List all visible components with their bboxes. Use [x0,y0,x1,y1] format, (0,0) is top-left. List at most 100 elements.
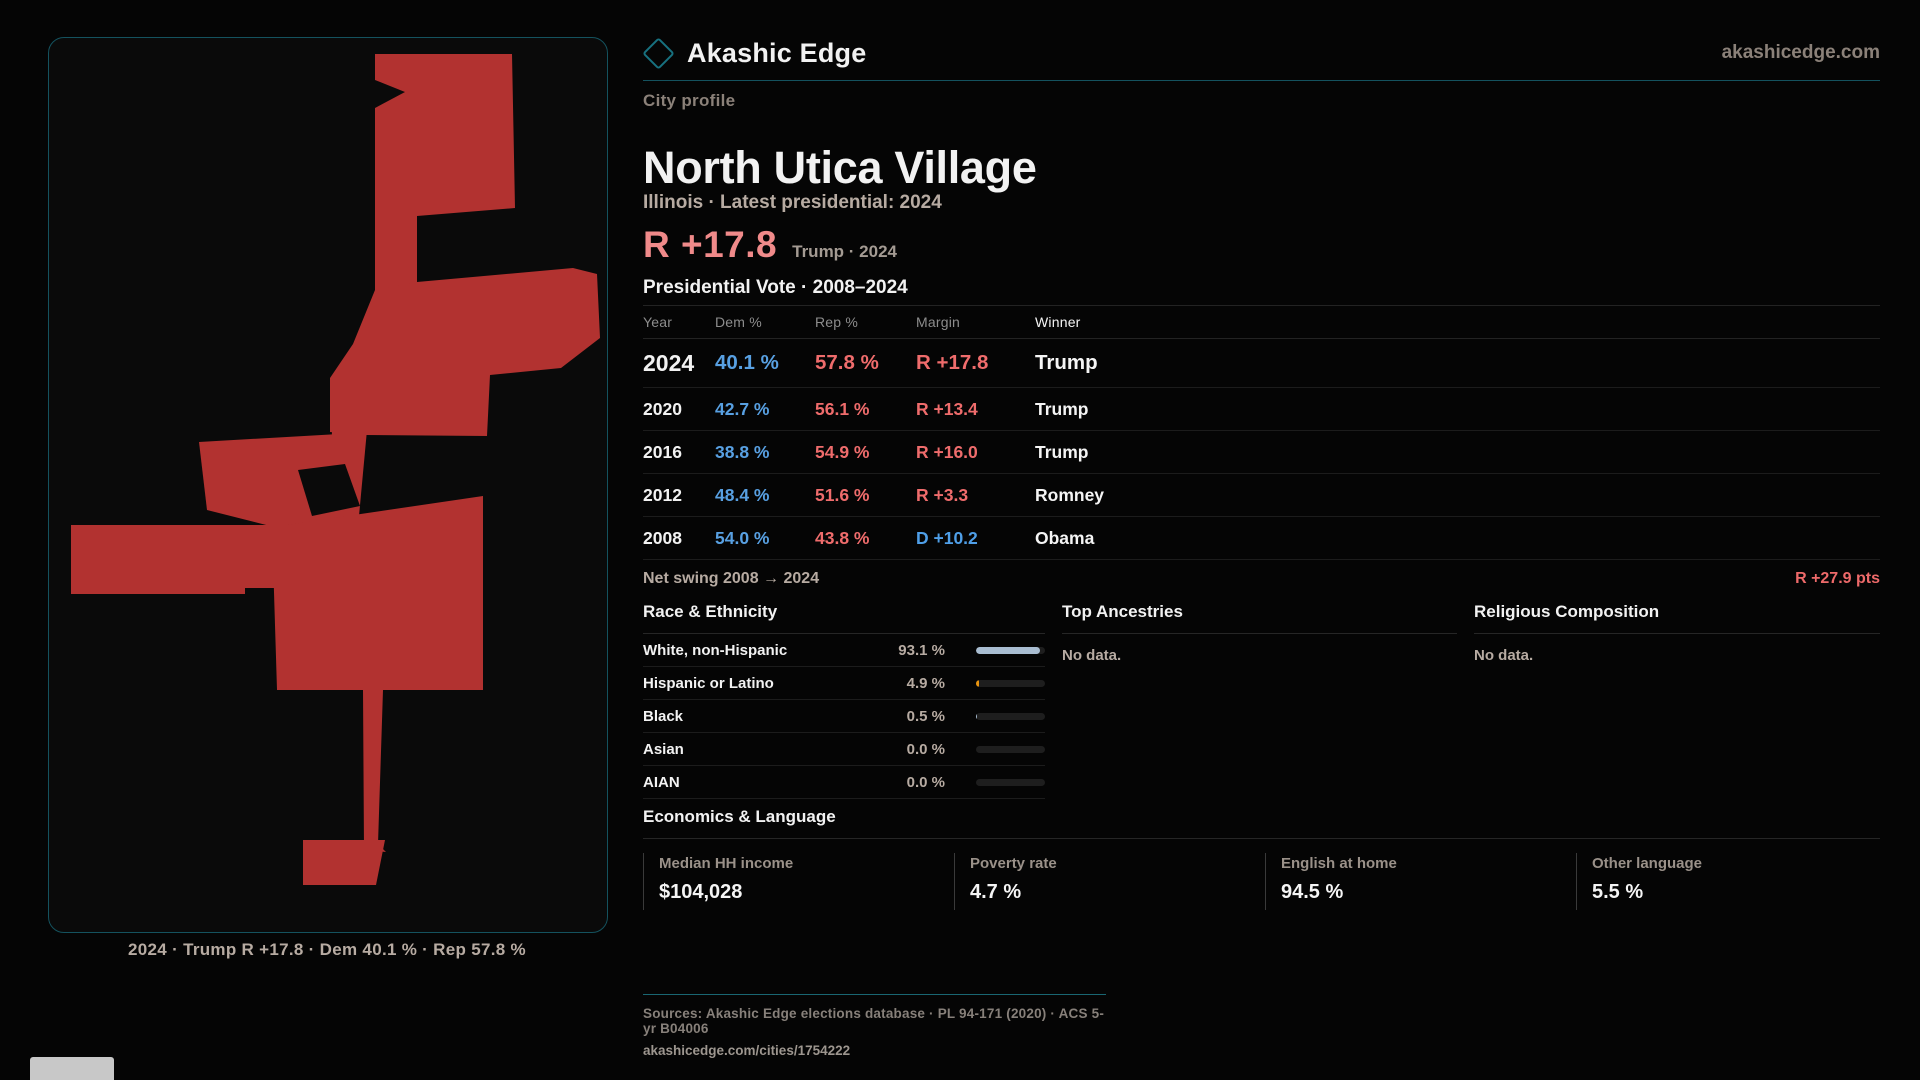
stat-card: Poverty rate 4.7 % [954,853,1265,910]
vote-year: 2012 [643,484,682,505]
vote-table-title: Presidential Vote · 2008–2024 [643,277,908,298]
race-value: 93.1 % [898,641,945,659]
vote-year: 2020 [643,398,682,419]
race-value: 0.0 % [906,773,945,791]
page-footer: Sources: Akashic Edge elections database… [643,994,1106,1058]
kicker: City profile [643,91,736,110]
screen-corner-artifact [30,1057,114,1080]
map-caption: 2024 · Trump R +17.8 · Dem 40.1 % · Rep … [128,940,526,959]
permalink[interactable]: akashicedge.com/cities/1754222 [643,1043,851,1058]
race-ethnicity-column: Race & Ethnicity White, non-Hispanic 93.1… [643,602,1045,799]
subtitle: Illinois · Latest presidential: 2024 [643,192,942,213]
race-ethnicity-title: Race & Ethnicity [643,602,1045,634]
vote-rep-pct: 51.6 % [815,484,870,505]
top-ancestries-title: Top Ancestries [1062,602,1457,634]
vote-year: 2008 [643,527,682,548]
net-swing-row: Net swing 2008 → 2024 R +27.9 pts [643,553,1880,588]
vote-table-row: 2020 42.7 % 56.1 % R +13.4 Trump [643,388,1880,431]
vote-margin: D +10.2 [916,527,978,548]
vote-winner: Obama [1035,527,1095,548]
economics-section: Economics & Language Median HH income $10… [643,807,1880,910]
page-title: North Utica Village [643,142,1037,194]
stat-card: Median HH income $104,028 [643,853,954,910]
vote-winner: Trump [1035,351,1098,374]
vote-table-rows: 2024 40.1 % 57.8 % R +17.8 Trump 2020 42.7 % 56… [643,339,1880,560]
vote-rep-pct: 57.8 % [815,351,879,374]
vote-table-row: 2012 48.4 % 51.6 % R +3.3 Romney [643,474,1880,517]
race-label: AIAN [643,773,680,791]
site-domain-link[interactable]: akashicedge.com [1721,42,1880,63]
vote-col-header: Dem % [715,314,762,330]
stat-value: 4.7 % [970,881,1022,903]
vote-margin: R +17.8 [916,351,989,374]
city-boundary-map [48,37,608,933]
vote-dem-pct: 38.8 % [715,441,770,462]
race-label: White, non-Hispanic [643,641,788,659]
vote-col-header: Year [643,314,673,330]
city-profile-panel: Akashic Edge akashicedge.com City profil… [642,0,1880,1080]
race-label: Black [643,707,684,725]
stat-card: Other language 5.5 % [1576,853,1887,910]
religious-composition-column: Religious Composition No data. [1474,602,1880,799]
race-bar-track [976,679,1045,687]
race-label: Asian [643,740,684,758]
vote-dem-pct: 48.4 % [715,484,770,505]
headline-margin-value: R +17.8 [643,224,778,265]
economics-stat-cards: Median HH income $104,028 Poverty rate 4.7 … [643,853,1880,910]
stat-value: $104,028 [659,881,743,903]
race-bar [945,778,1045,786]
vote-margin: R +3.3 [916,484,969,505]
vote-rep-pct: 43.8 % [815,527,870,548]
vote-col-header: Margin [916,314,960,330]
stat-value: 94.5 % [1281,881,1344,903]
vote-margin: R +16.0 [916,441,978,462]
race-row: Black 0.5 % [643,700,1045,733]
race-row: White, non-Hispanic 93.1 % [643,634,1045,667]
vote-table-row: 2016 38.8 % 54.9 % R +16.0 Trump [643,431,1880,474]
vote-col-header: Winner [1035,314,1081,330]
vote-year: 2024 [643,349,695,376]
race-bar [945,745,1045,753]
vote-winner: Trump [1035,398,1089,419]
race-bar [945,646,1045,654]
vote-table-row: 2024 40.1 % 57.8 % R +17.8 Trump [643,339,1880,388]
economics-title: Economics & Language [643,807,1880,839]
headline-margin-block: R +17.8 Trump · 2024 [643,224,897,266]
diamond-icon [642,36,675,70]
religious-composition-title: Religious Composition [1474,602,1880,634]
vote-dem-pct: 42.7 % [715,398,770,419]
city-boundary-shape [71,54,600,885]
stat-label: Median HH income [659,855,794,872]
race-row: Asian 0.0 % [643,733,1045,766]
race-label: Hispanic or Latino [643,674,774,692]
race-ethnicity-rows: White, non-Hispanic 93.1 % Hispanic or Lat… [643,634,1045,799]
stat-value: 5.5 % [1592,881,1644,903]
vote-dem-pct: 54.0 % [715,527,770,548]
race-row: AIAN 0.0 % [643,766,1045,799]
race-bar-fill [976,646,1041,654]
vote-rep-pct: 56.1 % [815,398,870,419]
vote-margin: R +13.4 [916,398,978,419]
stat-label: English at home [1281,855,1397,872]
brand: Akashic Edge [642,36,866,70]
race-value: 0.0 % [906,740,945,758]
stat-label: Poverty rate [970,855,1057,872]
headline-margin-context: Trump · 2024 [792,242,897,261]
demographics-section: Race & Ethnicity White, non-Hispanic 93.1… [643,602,1880,799]
race-bar-fill [976,679,980,687]
religion-empty-state: No data. [1474,647,1534,664]
race-bar-track [976,778,1045,786]
race-bar [945,712,1045,720]
race-value: 4.9 % [906,674,945,692]
app-header: Akashic Edge akashicedge.com [642,26,1880,81]
race-bar-track [976,646,1045,654]
vote-col-header: Rep % [815,314,859,330]
vote-year: 2016 [643,441,682,462]
vote-winner: Trump [1035,441,1089,462]
ancestries-empty-state: No data. [1062,647,1122,664]
race-value: 0.5 % [906,707,945,725]
vote-winner: Romney [1035,484,1105,505]
top-ancestries-column: Top Ancestries No data. [1062,602,1457,799]
vote-rep-pct: 54.9 % [815,441,870,462]
stat-label: Other language [1592,855,1703,872]
